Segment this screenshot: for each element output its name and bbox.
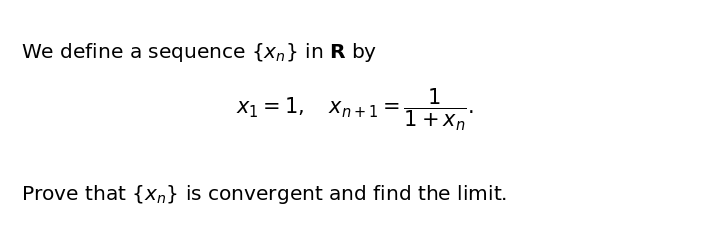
Text: $x_1 = 1, \quad x_{n+1} = \dfrac{1}{1+x_n}.$: $x_1 = 1, \quad x_{n+1} = \dfrac{1}{1+x_… xyxy=(236,87,474,133)
Text: We define a sequence $\{x_n\}$ in $\mathbf{R}$ by: We define a sequence $\{x_n\}$ in $\math… xyxy=(21,41,378,64)
Text: Prove that $\{x_n\}$ is convergent and find the limit.: Prove that $\{x_n\}$ is convergent and f… xyxy=(21,183,508,206)
